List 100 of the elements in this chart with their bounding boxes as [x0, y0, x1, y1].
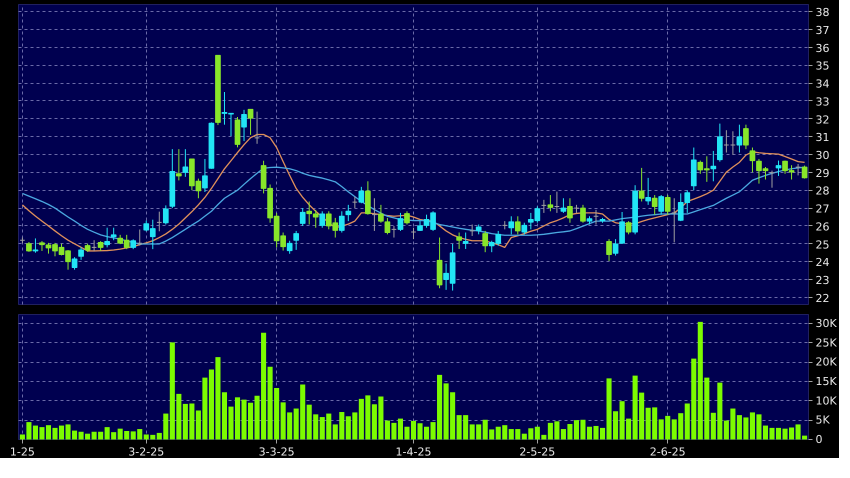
y-tick-label: 37	[816, 24, 830, 37]
candlestick	[776, 160, 782, 176]
candlestick	[319, 210, 326, 228]
y-tick-label: 5K	[816, 414, 830, 427]
candlestick	[378, 204, 384, 224]
candlestick	[638, 167, 644, 202]
candlestick	[338, 210, 345, 234]
candlestick	[404, 210, 410, 225]
y-tick-label: 32	[816, 113, 830, 126]
y-tick-label: 20K	[816, 356, 838, 369]
candlestick	[514, 216, 521, 235]
candlestick	[658, 194, 664, 216]
candlestick	[254, 111, 260, 144]
y-tick-label: 10K	[816, 394, 838, 408]
candlestick	[769, 170, 775, 188]
candlestick	[482, 230, 488, 253]
candlestick	[612, 238, 618, 256]
y-tick-label: 36	[816, 42, 830, 55]
candlestick	[652, 194, 658, 216]
candlestick	[645, 177, 651, 206]
candlestick	[162, 204, 169, 225]
candlestick	[802, 165, 808, 180]
candlestick	[202, 158, 208, 192]
y-tick-label: 33	[816, 95, 830, 108]
candlestick	[78, 246, 84, 260]
candlestick	[391, 225, 397, 238]
candlestick	[345, 204, 352, 222]
candlestick	[26, 242, 32, 252]
y-tick-label: 25K	[816, 336, 838, 350]
candlestick	[593, 209, 599, 225]
y-tick-label: 24	[816, 256, 830, 270]
candlestick	[176, 148, 182, 181]
x-tick-label: 2-6-25	[650, 446, 686, 458]
candlestick	[476, 224, 482, 235]
candlestick	[72, 256, 78, 270]
candlestick	[469, 224, 476, 236]
candlestick	[156, 211, 162, 232]
candlestick	[410, 227, 416, 240]
x-tick-label: 1-4-25	[396, 446, 432, 458]
y-tick-label: 25	[816, 238, 830, 252]
candlestick	[560, 198, 566, 214]
y-tick-label: 30	[816, 149, 830, 162]
candlestick	[365, 180, 371, 216]
candlestick	[136, 229, 143, 246]
candlestick	[358, 186, 364, 204]
candlestick	[456, 232, 462, 250]
y-tick-label: 28	[816, 184, 830, 198]
y-tick-label: 34	[816, 78, 830, 91]
candlestick	[580, 204, 586, 224]
y-tick-label: 38	[816, 6, 830, 20]
candlestick	[248, 108, 254, 136]
candlestick	[241, 109, 247, 142]
candlestick	[372, 198, 378, 232]
candlestick	[730, 130, 736, 156]
candlestick	[795, 163, 801, 176]
candlestick	[717, 123, 723, 162]
candlestick	[502, 220, 508, 230]
candlestick	[398, 212, 404, 232]
candlestick	[626, 220, 632, 235]
candlestick	[541, 199, 547, 214]
candlestick	[104, 227, 110, 248]
candlestick	[91, 240, 97, 252]
candlestick	[300, 208, 306, 226]
candlestick	[32, 238, 38, 254]
candlestick	[384, 217, 390, 235]
line-series	[22, 134, 806, 252]
candlestick	[724, 130, 730, 154]
candlestick	[508, 216, 514, 235]
y-tick-label: 31	[816, 131, 830, 144]
x-tick-label: 2-5-25	[519, 446, 556, 458]
candlestick	[293, 230, 300, 250]
candlestick	[554, 191, 560, 214]
candlestick	[110, 227, 117, 241]
candlestick	[671, 198, 678, 243]
y-tick-label: 22	[816, 292, 830, 305]
candlestick	[710, 150, 716, 182]
y-tick-label: 15K	[816, 374, 838, 388]
candlestick	[736, 124, 742, 154]
candlestick	[619, 212, 625, 244]
y-tick-label: 23	[816, 274, 830, 287]
candlestick	[352, 196, 358, 209]
y-tick-label: 0	[816, 433, 822, 446]
y-tick-label: 27	[816, 202, 830, 216]
y-tick-label: 30K	[816, 316, 838, 330]
candlestick	[567, 198, 573, 224]
y-tick-label: 26	[816, 220, 830, 234]
candlestick	[664, 194, 671, 216]
candlestick	[98, 240, 104, 252]
x-tick-label: 3-3-25	[258, 446, 295, 458]
candlestick	[521, 222, 528, 235]
x-tick-label: 1-25	[10, 446, 35, 458]
candlestick	[130, 238, 136, 250]
candlestick	[462, 232, 468, 250]
candlestick	[286, 240, 292, 254]
candlestick	[743, 124, 749, 150]
candlestick	[606, 238, 612, 262]
candlestick	[548, 194, 554, 212]
y-tick-label: 29	[816, 166, 830, 180]
candlestick	[750, 147, 756, 173]
candlestick	[182, 148, 188, 178]
